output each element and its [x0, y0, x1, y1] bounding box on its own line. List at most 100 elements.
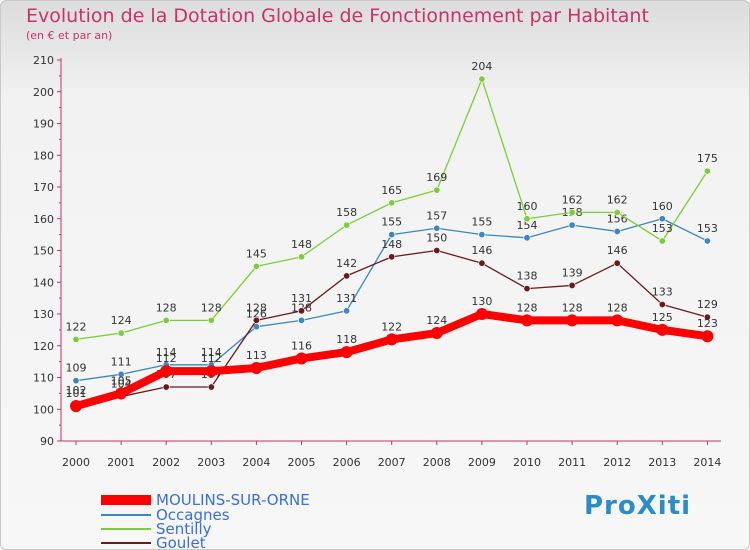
data-point: [433, 224, 441, 232]
data-label: 130: [471, 295, 492, 308]
data-label: 162: [607, 193, 628, 206]
data-point: [160, 365, 173, 378]
data-point: [162, 316, 170, 324]
data-label: 139: [562, 266, 583, 279]
data-label: 148: [381, 238, 402, 251]
data-point: [475, 308, 488, 320]
data-label: 153: [652, 222, 673, 235]
data-label: 122: [381, 320, 402, 333]
data-point: [658, 215, 666, 223]
data-point: [207, 383, 215, 391]
data-point: [207, 316, 215, 324]
y-tick-label: 120: [33, 340, 54, 353]
data-label: 155: [381, 216, 402, 229]
data-label: 116: [291, 339, 312, 352]
legend-swatch-goulet: [101, 542, 151, 544]
data-label: 114: [156, 346, 177, 359]
data-point: [252, 262, 260, 270]
x-tick-label: 2010: [513, 456, 541, 469]
data-point: [478, 231, 486, 239]
data-label: 146: [607, 244, 628, 257]
data-label: 146: [471, 244, 492, 257]
legend-swatch-occagnes: [101, 514, 151, 516]
legend-swatch-moulins-sur-orne: [101, 495, 151, 505]
data-label: 160: [517, 200, 538, 213]
data-label: 128: [156, 301, 177, 314]
data-point: [72, 377, 80, 385]
legend-label-sentilly: Sentilly: [156, 520, 212, 538]
data-point: [566, 314, 579, 327]
x-tick-label: 2012: [603, 456, 631, 469]
data-point: [523, 215, 531, 223]
data-point: [523, 285, 531, 293]
data-point: [343, 307, 351, 315]
data-label: 129: [697, 298, 718, 311]
data-point: [115, 387, 128, 400]
data-label: 160: [652, 200, 673, 213]
data-label: 112: [156, 352, 177, 365]
y-tick-label: 90: [40, 435, 54, 448]
data-label: 128: [607, 301, 628, 314]
data-point: [613, 208, 621, 216]
data-label: 118: [336, 333, 357, 346]
data-point: [162, 383, 170, 391]
data-point: [703, 313, 711, 321]
data-label: 175: [697, 152, 718, 165]
data-label: 142: [336, 257, 357, 270]
data-label: 128: [201, 301, 222, 314]
x-tick-label: 2007: [378, 456, 406, 469]
y-tick-label: 150: [33, 245, 54, 258]
data-point: [70, 400, 82, 413]
data-label: 124: [426, 314, 447, 327]
data-point: [205, 365, 218, 378]
data-label: 169: [426, 171, 447, 184]
y-tick-label: 180: [33, 149, 54, 162]
data-point: [117, 329, 125, 337]
data-label: 162: [562, 193, 583, 206]
data-point: [295, 352, 308, 365]
data-label: 158: [336, 206, 357, 219]
data-point: [703, 237, 711, 245]
data-label: 155: [471, 216, 492, 229]
data-point: [250, 361, 263, 374]
data-point: [568, 221, 576, 229]
data-point: [297, 316, 305, 324]
data-point: [701, 330, 714, 343]
data-point: [433, 186, 441, 194]
data-label: 122: [66, 320, 87, 333]
data-point: [385, 333, 398, 346]
x-tick-label: 2013: [648, 456, 676, 469]
data-point: [613, 227, 621, 235]
logo-text: ProXiti: [584, 491, 692, 521]
data-point: [343, 221, 351, 229]
data-point: [388, 199, 396, 207]
data-label: 131: [291, 292, 312, 305]
data-point: [297, 307, 305, 315]
data-label: 138: [517, 270, 538, 283]
data-point: [568, 208, 576, 216]
data-label: 157: [426, 209, 447, 222]
data-label: 111: [111, 355, 132, 368]
y-tick-label: 160: [33, 213, 54, 226]
chart-title: Evolution de la Dotation Globale de Fonc…: [26, 5, 649, 27]
data-point: [340, 346, 353, 359]
data-label: 123: [697, 317, 718, 330]
data-label: 125: [652, 311, 673, 324]
x-tick-label: 2001: [107, 456, 135, 469]
data-label: 126: [246, 308, 267, 321]
data-label: 109: [66, 362, 87, 375]
y-tick-label: 170: [33, 181, 54, 194]
legend-swatch-sentilly: [101, 528, 151, 530]
data-point: [343, 272, 351, 280]
x-tick-label: 2002: [152, 456, 180, 469]
x-tick-label: 2005: [288, 456, 316, 469]
data-point: [611, 314, 624, 327]
legend-label-occagnes: Occagnes: [156, 506, 230, 524]
y-tick-label: 130: [33, 308, 54, 321]
series-line-sentilly: [75, 78, 708, 341]
x-tick-label: 2004: [242, 456, 270, 469]
data-point: [433, 247, 441, 255]
data-point: [388, 253, 396, 261]
legend-label-moulins-sur-orne: MOULINS-SUR-ORNE: [156, 491, 310, 509]
